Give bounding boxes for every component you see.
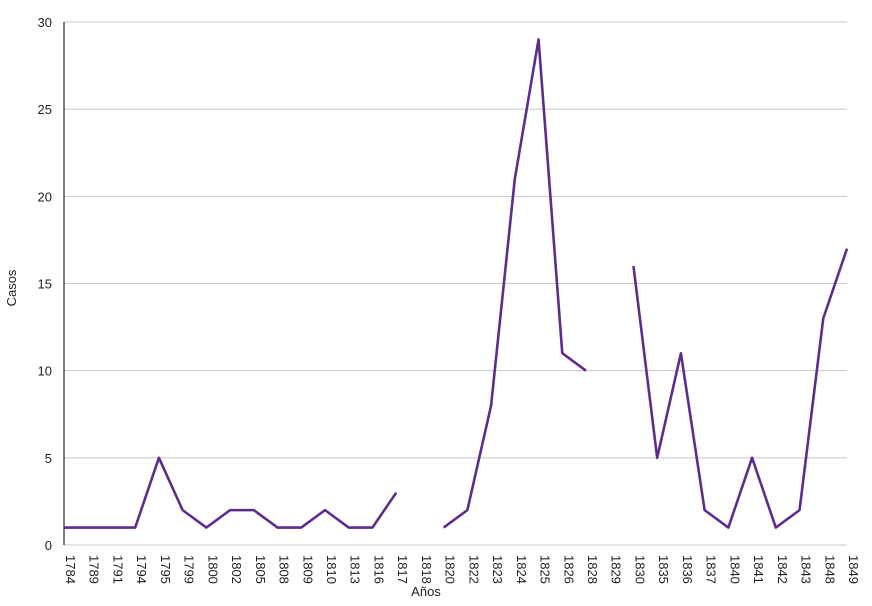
- x-tick-label: 1849: [846, 555, 861, 584]
- x-tick-label: 1841: [751, 555, 766, 584]
- y-axis-title: Casos: [4, 269, 19, 306]
- x-tick-label: 1842: [775, 555, 790, 584]
- x-tick-label: 1816: [371, 555, 386, 584]
- x-tick-label: 1837: [704, 555, 719, 584]
- x-tick-label: 1826: [561, 555, 576, 584]
- x-tick-label: 1843: [799, 555, 814, 584]
- x-tick-label: 1822: [466, 555, 481, 584]
- y-tick-label: 30: [38, 15, 52, 30]
- x-tick-label: 1818: [419, 555, 434, 584]
- x-axis-title: Años: [411, 584, 441, 599]
- x-tick-label: 1791: [110, 555, 125, 584]
- y-tick-label: 20: [38, 189, 52, 204]
- x-tick-label: 1795: [158, 555, 173, 584]
- x-tick-label: 1813: [348, 555, 363, 584]
- y-tick-label: 0: [45, 538, 52, 553]
- x-tick-label: 1809: [300, 555, 315, 584]
- x-tick-label: 1830: [632, 555, 647, 584]
- x-tick-label: 1829: [609, 555, 624, 584]
- x-tick-label: 1820: [443, 555, 458, 584]
- y-tick-label: 5: [45, 451, 52, 466]
- x-tick-label: 1840: [727, 555, 742, 584]
- x-tick-label: 1825: [538, 555, 553, 584]
- x-tick-label: 1823: [490, 555, 505, 584]
- x-tick-label: 1802: [229, 555, 244, 584]
- x-tick-label: 1848: [822, 555, 837, 584]
- data-line: [64, 38, 849, 529]
- x-tick-label: 1817: [395, 555, 410, 584]
- y-tick-label: 10: [38, 364, 52, 379]
- x-tick-label: 1789: [87, 555, 102, 584]
- x-tick-label: 1805: [253, 555, 268, 584]
- x-tick-label: 1828: [585, 555, 600, 584]
- x-tick-label: 1836: [680, 555, 695, 584]
- x-tick-label: 1835: [656, 555, 671, 584]
- x-tick-label: 1800: [205, 555, 220, 584]
- x-tick-label: 1784: [63, 555, 78, 584]
- y-tick-label: 15: [38, 277, 52, 292]
- x-tick-label: 1810: [324, 555, 339, 584]
- x-tick-label: 1794: [134, 555, 149, 584]
- y-tick-label: 25: [38, 102, 52, 117]
- x-tick-label: 1824: [514, 555, 529, 584]
- x-tick-label: 1799: [182, 555, 197, 584]
- x-tick-label: 1808: [277, 555, 292, 584]
